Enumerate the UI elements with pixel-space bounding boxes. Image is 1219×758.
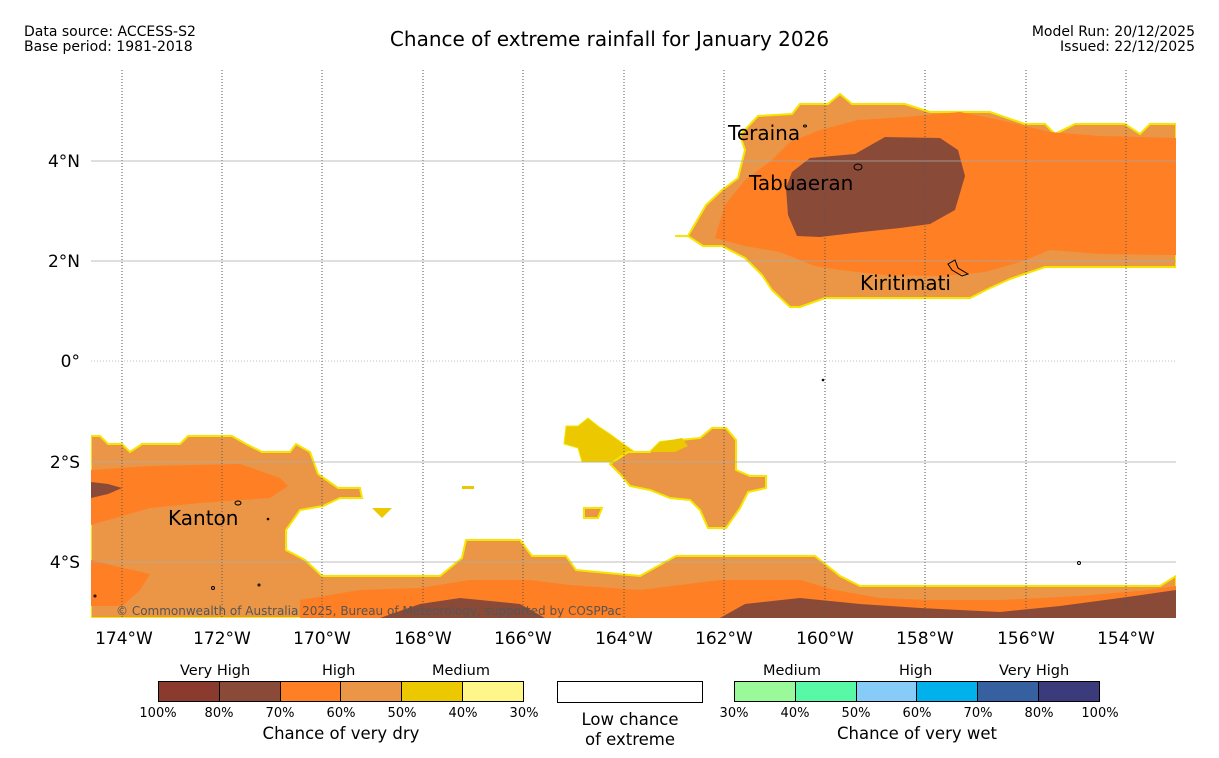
region-very-high-sw-cell <box>91 482 122 498</box>
low-chance-label: Low chance of extreme <box>557 710 703 750</box>
header-right: Model Run: 20/12/2025 Issued: 22/12/2025 <box>1032 25 1195 55</box>
region-medium-50-small <box>372 508 392 518</box>
data-source-text: Data source: ACCESS-S2 <box>24 24 196 40</box>
map-title: Chance of extreme rainfall for January 2… <box>389 27 830 51</box>
wet-cat-medium: Medium <box>763 663 821 679</box>
wet-swatch <box>1038 682 1099 701</box>
lon-label: 174°W <box>95 629 153 649</box>
teraina-island <box>803 124 807 128</box>
copyright-text: © Commonwealth of Australia 2025, Bureau… <box>116 604 621 618</box>
lon-label: 156°W <box>997 629 1055 649</box>
low-chance-line1: Low chance <box>581 710 679 729</box>
dry-tick: 40% <box>448 706 478 721</box>
place-label-kiritimati: Kiritimati <box>860 271 951 295</box>
base-period-text: Base period: 1981-2018 <box>24 39 193 55</box>
grid <box>121 70 1127 618</box>
lon-axis: 174°W 172°W 170°W 168°W 166°W 164°W 162°… <box>95 629 1155 649</box>
dry-swatch <box>159 682 219 701</box>
region-high-60-central <box>608 427 767 529</box>
dry-tick: 60% <box>326 706 356 721</box>
lat-label: 2°N <box>48 252 80 272</box>
wet-tick: 50% <box>841 706 871 721</box>
lon-label: 170°W <box>293 629 351 649</box>
wet-cat-high: High <box>899 663 933 679</box>
wet-swatch <box>735 682 795 701</box>
model-run-text: Model Run: 20/12/2025 <box>1031 24 1195 40</box>
wet-tick: 80% <box>1024 706 1054 721</box>
dry-swatch <box>340 682 402 701</box>
lat-axis: 4°N 2°N 0° 2°S 4°S <box>48 152 80 573</box>
region-high-70-south-band <box>91 560 1176 618</box>
issued-text: Issued: 22/12/2025 <box>1060 39 1195 55</box>
lon-label: 168°W <box>394 629 452 649</box>
region-very-high-north <box>786 137 965 237</box>
lon-label: 162°W <box>695 629 753 649</box>
lat-label: 0° <box>61 352 80 372</box>
wet-cat-very-high: Very High <box>999 663 1070 679</box>
dry-legend-title: Chance of very dry <box>262 724 420 743</box>
region-high-60-small <box>583 507 604 519</box>
lat-label: 2°S <box>50 453 80 473</box>
wet-swatch <box>977 682 1039 701</box>
place-label-kanton: Kanton <box>168 506 238 530</box>
lon-label: 166°W <box>494 629 552 649</box>
wet-swatch <box>855 682 917 701</box>
dry-tick: 50% <box>387 706 417 721</box>
lon-label: 160°W <box>796 629 854 649</box>
lon-label: 164°W <box>595 629 653 649</box>
dry-colorbar <box>158 681 524 702</box>
dry-cat-medium: Medium <box>432 663 490 679</box>
low-chance-line2: of extreme <box>584 730 676 749</box>
dry-swatch <box>279 682 341 701</box>
wet-legend-title: Chance of very wet <box>837 724 997 743</box>
islands <box>93 124 1081 598</box>
header-left: Data source: ACCESS-S2 Base period: 1981… <box>24 25 196 55</box>
dry-swatch <box>218 682 280 701</box>
lat-label: 4°S <box>50 553 80 573</box>
kiritimati-island <box>947 259 970 277</box>
wet-tick: 30% <box>719 706 749 721</box>
region-medium-50-tiny <box>462 486 474 489</box>
tabuaeran-island <box>853 163 863 171</box>
map-area <box>91 70 1176 618</box>
wet-swatch <box>916 682 978 701</box>
wet-tick: 70% <box>963 706 993 721</box>
wet-tick: 60% <box>902 706 932 721</box>
dry-tick: 70% <box>265 706 295 721</box>
region-high-70-sw-band <box>91 464 288 525</box>
wet-tick: 40% <box>780 706 810 721</box>
wet-swatch <box>794 682 856 701</box>
region-medium-50-central-e <box>650 438 688 452</box>
dry-cat-high: High <box>322 663 356 679</box>
place-label-tabuaeran: Tabuaeran <box>748 171 853 195</box>
dry-swatch <box>401 682 463 701</box>
lat-grid <box>91 160 1176 563</box>
dry-tick: 30% <box>509 706 539 721</box>
lon-label: 158°W <box>896 629 954 649</box>
dry-tick: 80% <box>204 706 234 721</box>
wet-tick: 100% <box>1081 706 1119 721</box>
lat-label: 4°N <box>48 152 80 172</box>
low-chance-swatch <box>557 681 703 703</box>
dry-swatch <box>462 682 523 701</box>
wet-colorbar <box>734 681 1100 702</box>
dry-cat-very-high: Very High <box>180 663 251 679</box>
kanton-island <box>234 500 242 506</box>
lon-label: 154°W <box>1097 629 1155 649</box>
region-very-high-south <box>380 590 1176 618</box>
dry-tick: 100% <box>139 706 177 721</box>
place-label-teraina: Teraina <box>727 121 800 145</box>
lon-label: 172°W <box>193 629 251 649</box>
